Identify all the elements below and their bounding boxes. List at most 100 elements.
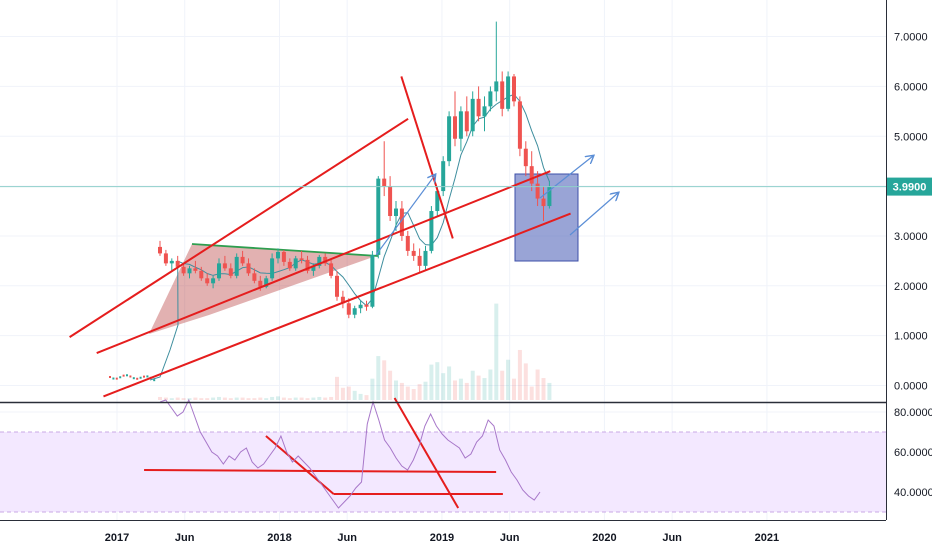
time-tick-label: 2017 bbox=[105, 532, 129, 544]
volume-bar bbox=[163, 397, 168, 400]
candle-body bbox=[500, 81, 505, 109]
candle bbox=[399, 201, 404, 241]
last-price-label: 3.9900 bbox=[893, 182, 927, 194]
candle bbox=[523, 141, 528, 177]
candle-body bbox=[417, 255, 422, 266]
volume-bar bbox=[281, 397, 286, 400]
candle-body bbox=[181, 266, 186, 274]
volume-bar bbox=[488, 369, 493, 400]
candle-body bbox=[464, 111, 469, 132]
candle-body bbox=[211, 278, 216, 284]
volume-bar bbox=[175, 397, 180, 400]
early-tick bbox=[129, 375, 132, 378]
volume-bar bbox=[199, 398, 204, 400]
candle bbox=[158, 240, 162, 256]
volume-bar bbox=[364, 395, 369, 400]
last-price-badge bbox=[887, 177, 932, 196]
candle bbox=[276, 248, 280, 264]
candle-body bbox=[364, 304, 369, 307]
price-tick-label: 1.0000 bbox=[894, 331, 928, 343]
candle bbox=[335, 270, 339, 301]
pattern-shading bbox=[149, 244, 376, 334]
trendline bbox=[265, 435, 335, 495]
projection-arrow bbox=[539, 156, 593, 199]
volume-bar bbox=[293, 397, 298, 400]
candle-body bbox=[317, 256, 322, 266]
trendline bbox=[103, 212, 571, 398]
candle-body bbox=[287, 261, 292, 269]
candle-body bbox=[394, 208, 398, 217]
candle bbox=[305, 255, 310, 274]
candle bbox=[281, 249, 286, 266]
price-tick-label: 5.0000 bbox=[894, 131, 928, 143]
candle-body bbox=[340, 296, 345, 304]
rsi-tick-label: 80.0000 bbox=[894, 407, 932, 419]
candle bbox=[211, 275, 216, 289]
volume-bar bbox=[299, 397, 304, 400]
candle-body bbox=[441, 161, 446, 192]
volume-bar bbox=[441, 373, 446, 400]
candle bbox=[270, 253, 275, 281]
candle bbox=[234, 253, 239, 279]
candle-body bbox=[476, 98, 481, 117]
candle-body bbox=[299, 258, 304, 260]
candle-body bbox=[311, 265, 316, 271]
candle bbox=[500, 71, 505, 117]
candle-body bbox=[217, 263, 221, 279]
candle-body bbox=[193, 268, 198, 271]
volume-bar bbox=[305, 398, 310, 400]
candle-body bbox=[517, 101, 522, 149]
volume-bar bbox=[535, 369, 540, 400]
volume-bar bbox=[405, 386, 410, 400]
volume-bar bbox=[458, 378, 463, 400]
volume-bar bbox=[411, 389, 416, 400]
candle bbox=[264, 275, 269, 289]
candle bbox=[217, 258, 221, 281]
volume-bar bbox=[523, 363, 528, 400]
candle-body bbox=[488, 91, 493, 107]
candle bbox=[376, 176, 381, 259]
trendline bbox=[96, 170, 551, 355]
candle bbox=[458, 106, 463, 152]
candle-body bbox=[222, 263, 227, 269]
candle-body bbox=[482, 106, 487, 117]
time-tick-label: Jun bbox=[500, 532, 520, 544]
early-tick bbox=[126, 374, 128, 377]
candle-body bbox=[399, 208, 404, 236]
time-tick-label: Jun bbox=[662, 532, 682, 544]
candle-body bbox=[234, 256, 239, 276]
candle bbox=[246, 258, 251, 276]
candle bbox=[517, 96, 522, 157]
early-tick bbox=[146, 375, 149, 378]
candle-body bbox=[529, 166, 534, 184]
candle-body bbox=[270, 258, 275, 279]
candle bbox=[323, 253, 328, 266]
volume-bar bbox=[193, 397, 198, 400]
volume-bar bbox=[417, 384, 422, 400]
candle-body bbox=[335, 275, 339, 297]
candle-body bbox=[205, 278, 210, 284]
candle bbox=[228, 263, 233, 279]
candle bbox=[299, 250, 304, 264]
early-tick bbox=[115, 377, 118, 380]
volume-bar bbox=[222, 397, 227, 400]
early-history bbox=[109, 374, 156, 382]
candle-body bbox=[169, 260, 174, 264]
time-tick-label: 2019 bbox=[430, 532, 454, 544]
candle-body bbox=[187, 268, 192, 274]
candle-body bbox=[376, 178, 381, 255]
volume-bar bbox=[246, 398, 251, 400]
candle-body bbox=[512, 76, 516, 102]
candle bbox=[370, 250, 375, 309]
volume-bar bbox=[376, 356, 381, 400]
time-tick-label: 2018 bbox=[267, 532, 291, 544]
volume-bar bbox=[252, 398, 257, 400]
time-tick-label: Jun bbox=[175, 532, 195, 544]
volume-bar bbox=[234, 397, 239, 400]
early-tick bbox=[136, 377, 139, 380]
volume-bar bbox=[323, 397, 328, 400]
candle bbox=[482, 96, 487, 132]
volume-bar bbox=[264, 398, 269, 400]
